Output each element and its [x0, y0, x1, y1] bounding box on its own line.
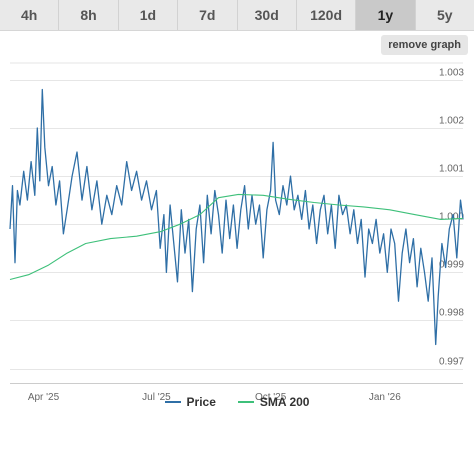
y-tick-label: 0.998: [439, 308, 464, 319]
tab-7d[interactable]: 7d: [178, 0, 238, 30]
y-tick-label: 1.003: [439, 68, 464, 79]
y-tick-label: 1.001: [439, 164, 464, 175]
x-axis-labels: Apr '25 Jul '25 Oct '25 Jan '26: [28, 392, 401, 403]
tab-4h[interactable]: 4h: [0, 0, 60, 30]
y-axis-labels: 0.997 0.998 0.999 1.000 1.001 1.002 1.003: [439, 68, 464, 368]
price-line: [9, 88, 464, 346]
tab-120d[interactable]: 120d: [297, 0, 357, 30]
y-tick-label: 1.002: [439, 116, 464, 127]
x-tick-label: Apr '25: [28, 392, 60, 403]
y-tick-label: 1.000: [439, 212, 464, 223]
legend-sma-label: SMA 200: [259, 395, 310, 409]
series-lines: [9, 88, 464, 346]
chart-legend: Price SMA 200: [0, 393, 474, 411]
tab-5y[interactable]: 5y: [437, 7, 453, 23]
remove-graph-button[interactable]: remove graph: [381, 35, 468, 55]
y-tick-label: 0.997: [439, 357, 464, 368]
tab-1y[interactable]: 1y: [356, 0, 416, 30]
timeframe-tabs: 4h 8h 1d 7d 30d 120d 1y 5y: [0, 0, 474, 31]
tab-8h[interactable]: 8h: [59, 0, 119, 30]
x-tick-label: Jul '25: [142, 392, 171, 403]
x-tick-label: Oct '25: [255, 392, 287, 403]
y-tick-label: 0.999: [439, 260, 464, 271]
legend-sma-swatch: [237, 401, 254, 403]
x-tick-label: Jan '26: [369, 392, 401, 403]
grid-lines: [10, 62, 463, 384]
tab-30d[interactable]: 30d: [238, 0, 297, 30]
sma-200-line: [9, 193, 464, 281]
legend-price-swatch: [164, 401, 181, 403]
legend-item-price[interactable]: Price: [164, 395, 216, 409]
tab-1d[interactable]: 1d: [119, 0, 179, 30]
legend-item-sma[interactable]: SMA 200: [237, 395, 310, 409]
legend-price-label: Price: [186, 395, 216, 409]
